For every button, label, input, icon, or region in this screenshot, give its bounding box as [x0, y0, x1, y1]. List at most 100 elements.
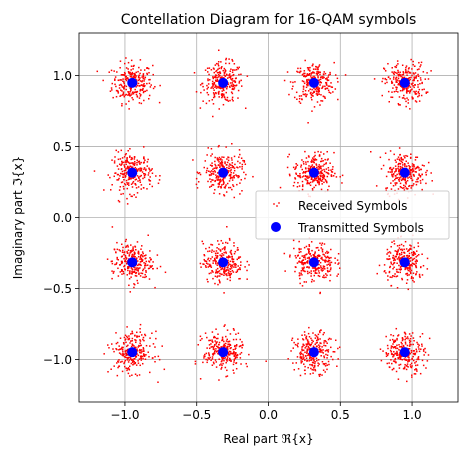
- received-symbol-point: [126, 197, 128, 200]
- received-symbol-point: [154, 346, 156, 348]
- received-symbol-point: [229, 99, 231, 102]
- received-symbol-point: [127, 70, 130, 73]
- received-symbol-point: [197, 344, 199, 346]
- received-symbol-point: [323, 274, 325, 277]
- received-symbol-point: [422, 71, 425, 73]
- received-symbol-point: [390, 334, 392, 336]
- received-symbol-point: [124, 72, 126, 75]
- received-symbol-point: [127, 249, 130, 251]
- received-symbol-point: [325, 162, 328, 164]
- received-symbol-point: [144, 90, 147, 93]
- received-symbol-point: [405, 364, 408, 367]
- received-symbol-point: [217, 49, 220, 52]
- received-symbol-point: [308, 342, 310, 345]
- received-symbol-point: [408, 77, 410, 79]
- received-symbol-point: [143, 85, 146, 88]
- received-symbol-point: [307, 122, 309, 124]
- received-symbol-point: [131, 249, 133, 252]
- received-symbol-point: [414, 362, 416, 364]
- received-symbol-point: [222, 93, 225, 95]
- received-symbol-point: [132, 363, 134, 366]
- received-symbol-point: [215, 250, 218, 252]
- received-symbol-point: [392, 254, 395, 257]
- received-symbol-point: [306, 360, 308, 362]
- received-symbol-point: [310, 75, 312, 77]
- received-symbol-point: [227, 100, 230, 102]
- received-symbol-point: [235, 68, 238, 71]
- received-symbol-point: [404, 341, 407, 344]
- received-symbol-point: [123, 251, 125, 254]
- received-symbol-point: [387, 275, 389, 277]
- received-symbol-point: [299, 102, 302, 104]
- received-symbol-point: [396, 350, 398, 353]
- received-symbol-point: [136, 169, 138, 171]
- received-symbol-point: [329, 264, 331, 267]
- received-symbol-point: [319, 373, 321, 376]
- received-symbol-point: [129, 342, 131, 344]
- received-symbol-point: [236, 175, 238, 177]
- received-symbol-point: [199, 262, 202, 265]
- received-symbol-point: [238, 256, 240, 258]
- received-symbol-point: [301, 74, 304, 76]
- received-symbol-point: [311, 339, 313, 342]
- received-symbol-point: [232, 369, 235, 372]
- received-symbol-point: [402, 71, 405, 73]
- received-symbol-point: [409, 108, 411, 110]
- received-symbol-point: [409, 340, 412, 342]
- received-symbol-point: [399, 271, 402, 274]
- received-symbol-point: [130, 87, 132, 90]
- received-symbol-point: [128, 272, 131, 275]
- received-symbol-point: [201, 82, 203, 85]
- received-symbol-point: [392, 275, 394, 277]
- received-symbol-point: [126, 157, 128, 159]
- received-symbol-point: [161, 345, 163, 347]
- received-symbol-point: [425, 91, 428, 94]
- received-symbol-point: [408, 79, 411, 82]
- received-symbol-point: [232, 85, 235, 88]
- received-symbol-point: [133, 164, 136, 167]
- received-symbol-point: [301, 188, 304, 191]
- received-symbol-point: [412, 254, 415, 257]
- received-symbol-point: [232, 338, 235, 341]
- received-symbol-point: [299, 261, 302, 263]
- received-symbol-point: [317, 88, 319, 91]
- received-symbol-point: [219, 254, 221, 256]
- received-symbol-point: [150, 266, 152, 268]
- received-symbol-point: [425, 182, 427, 185]
- received-symbol-point: [221, 358, 224, 361]
- x-tick-label: 0.0: [259, 408, 278, 422]
- received-symbol-point: [400, 253, 403, 256]
- received-symbol-point: [329, 71, 331, 74]
- received-symbol-point: [220, 187, 222, 189]
- received-symbol-point: [417, 346, 420, 348]
- received-symbol-point: [393, 71, 396, 73]
- received-symbol-point: [320, 342, 322, 345]
- received-symbol-point: [122, 92, 125, 95]
- received-symbol-point: [307, 248, 309, 250]
- y-axis-label: Imaginary part ℑ{x}: [11, 156, 25, 280]
- received-symbol-point: [306, 261, 308, 263]
- received-symbol-point: [297, 345, 299, 348]
- received-symbol-point: [306, 351, 308, 353]
- received-symbol-point: [395, 361, 397, 364]
- received-symbol-point: [319, 71, 321, 74]
- received-symbol-point: [421, 81, 423, 84]
- received-symbol-point: [392, 87, 394, 89]
- received-symbol-point: [298, 95, 301, 97]
- received-symbol-point: [405, 282, 408, 284]
- received-symbol-point: [311, 76, 314, 79]
- received-symbol-point: [388, 255, 390, 257]
- received-symbol-point: [393, 341, 396, 343]
- received-symbol-point: [323, 253, 325, 256]
- received-symbol-point: [312, 362, 315, 364]
- received-symbol-point: [227, 264, 230, 267]
- received-symbol-point: [217, 159, 219, 162]
- received-symbol-point: [316, 86, 318, 88]
- received-symbol-point: [231, 96, 234, 99]
- received-symbol-point: [212, 262, 214, 264]
- received-symbol-point: [404, 359, 407, 361]
- received-symbol-point: [418, 173, 420, 175]
- received-symbol-point: [225, 99, 228, 101]
- received-symbol-point: [144, 273, 146, 276]
- received-symbol-point: [235, 77, 237, 79]
